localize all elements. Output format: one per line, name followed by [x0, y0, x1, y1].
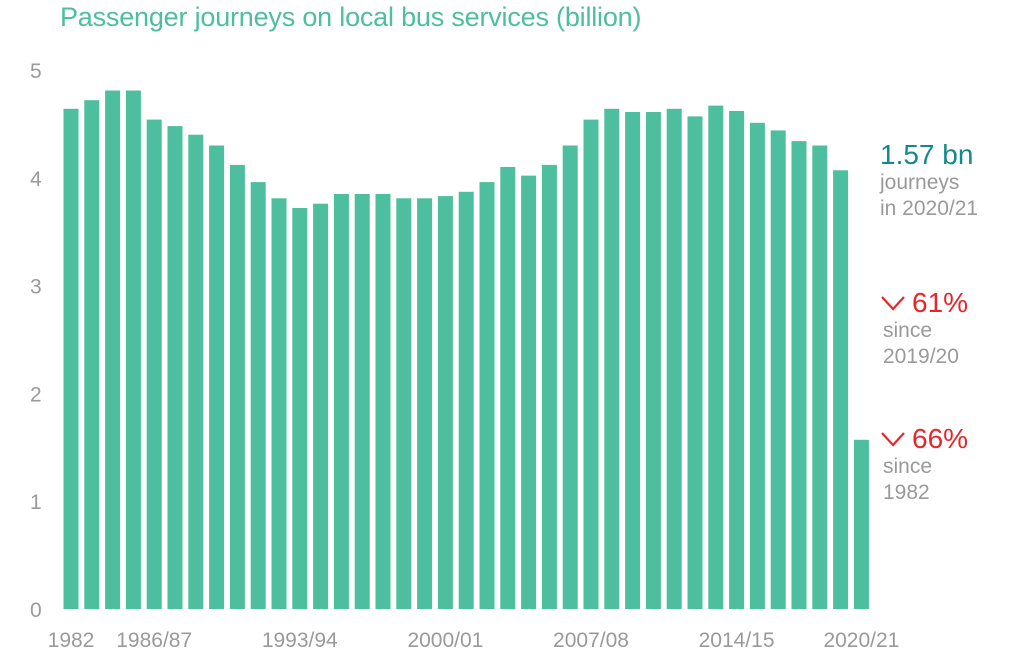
- bar-2003/04: [500, 167, 516, 609]
- bar-2002/03: [479, 182, 495, 609]
- bar-2001/02: [458, 191, 474, 610]
- bar-2020/21: [853, 439, 869, 609]
- bar-2004/05: [521, 175, 537, 609]
- x-tick-label: 1982: [48, 629, 95, 652]
- y-tick-label: 0: [30, 599, 42, 622]
- bar-1983: [84, 100, 100, 609]
- bar-2006/07: [562, 145, 578, 609]
- bar-2018/19: [812, 145, 828, 609]
- change-since-1982-value: 66%: [912, 423, 969, 454]
- y-tick-label: 2: [30, 383, 42, 406]
- x-axis: 1982 1986/87 1993/94 2000/01 2007/08 2014/15 2…: [48, 629, 900, 652]
- bar-1997/98: [375, 194, 391, 609]
- y-tick-label: 3: [30, 276, 42, 299]
- change-since-2019-callout: 61% since 2019/20: [880, 288, 968, 370]
- x-tick-label: 1993/94: [262, 629, 338, 652]
- change-since-2019-label-1: since: [883, 319, 933, 342]
- bar-2007/08: [583, 119, 599, 609]
- bar-2013/14: [708, 105, 724, 609]
- bar-1995/96: [333, 194, 349, 609]
- bar-1987/88: [167, 126, 183, 609]
- bar-1986/87: [146, 119, 162, 609]
- chart-title: Passenger journeys on local bus services…: [60, 2, 642, 32]
- bar-2012/13: [687, 116, 703, 610]
- y-tick-label: 1: [30, 491, 42, 514]
- bar-2016/17: [770, 130, 786, 609]
- x-tick-label: 2014/15: [699, 629, 775, 652]
- bar-1999/00: [417, 198, 433, 610]
- bars: [63, 90, 869, 610]
- bar-1985/86: [125, 90, 141, 609]
- bar-2019/20: [833, 170, 849, 610]
- bar-2009/10: [625, 112, 641, 609]
- change-since-1982-callout: 66% since 1982: [880, 424, 968, 506]
- x-tick-label: 1986/87: [116, 629, 192, 652]
- bar-1992/93: [271, 198, 287, 610]
- bar-1989/90: [209, 145, 225, 609]
- chevron-down-icon: [881, 296, 905, 311]
- bar-1990/91: [229, 164, 245, 609]
- bar-1994/95: [313, 203, 329, 609]
- change-since-2019-label-2: 2019/20: [883, 345, 959, 368]
- total-journeys-label-2: in 2020/21: [880, 197, 979, 220]
- bar-1998/99: [396, 198, 412, 610]
- bar-2008/09: [604, 108, 620, 610]
- bar-2015/16: [749, 122, 765, 610]
- bar-1982: [63, 108, 79, 610]
- bar-2000/01: [437, 196, 453, 609]
- bar-1993/94: [292, 208, 308, 609]
- x-tick-label: 2007/08: [553, 629, 629, 652]
- y-axis: 0 1 2 3 4 5: [30, 60, 42, 622]
- bar-2005/06: [541, 164, 557, 609]
- change-since-1982-label-2: 1982: [883, 481, 930, 504]
- total-journeys-label-1: journeys: [880, 171, 960, 194]
- change-since-1982-label-1: since: [883, 455, 933, 478]
- bar-1988/89: [188, 134, 204, 609]
- bar-1996/97: [354, 194, 370, 609]
- x-tick-label: 2020/21: [823, 629, 899, 652]
- bar-2017/18: [791, 141, 807, 609]
- bar-2014/15: [729, 111, 745, 609]
- bar-1984: [105, 90, 121, 609]
- x-tick-label: 2000/01: [407, 629, 483, 652]
- total-journeys-value: 1.57 bn: [880, 139, 974, 170]
- bar-1991/92: [250, 182, 266, 609]
- chevron-down-icon: [881, 432, 905, 447]
- change-since-2019-value: 61%: [912, 287, 969, 318]
- bar-2011/12: [666, 108, 682, 610]
- total-journeys-callout: 1.57 bn journeys in 2020/21: [880, 140, 978, 222]
- bar-2010/11: [645, 112, 661, 609]
- y-tick-label: 4: [30, 168, 42, 191]
- y-tick-label: 5: [30, 60, 42, 83]
